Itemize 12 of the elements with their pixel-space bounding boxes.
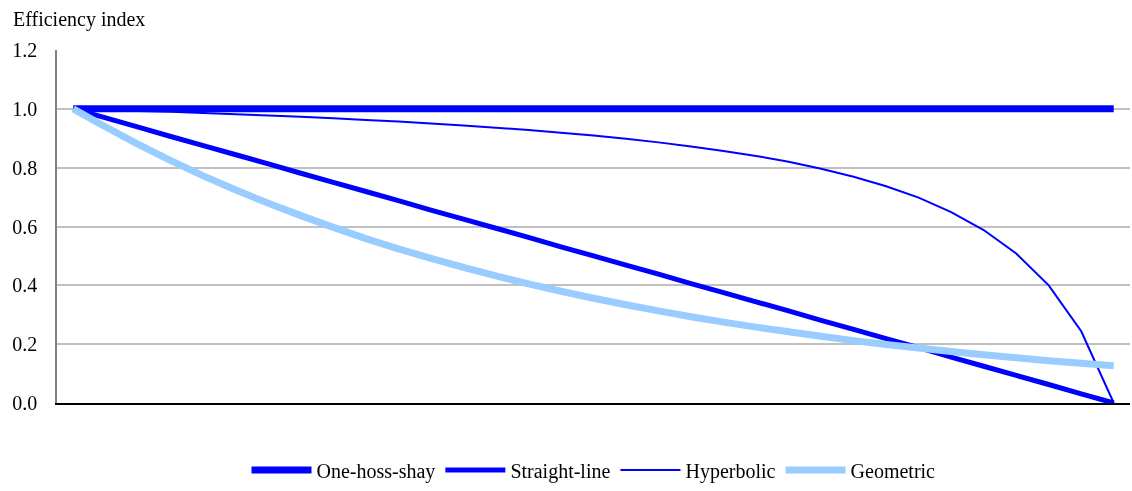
legend-label: One-hoss-shay <box>316 459 436 483</box>
y-tick-label: 0.4 <box>12 274 38 297</box>
y-tick-label: 0.6 <box>12 215 38 238</box>
legend-label: Geometric <box>850 459 936 482</box>
y-tick-label: 1.0 <box>12 97 38 120</box>
y-tick-label: 0.0 <box>12 392 38 414</box>
y-tick-label: 1.2 <box>12 39 38 61</box>
legend-label: Straight-line <box>510 459 611 483</box>
y-tick-label: 0.2 <box>12 333 38 356</box>
y-tick-label: 0.8 <box>12 156 38 179</box>
legend-label: Hyperbolic <box>685 459 776 483</box>
y-axis-title: Efficiency index <box>13 8 146 31</box>
